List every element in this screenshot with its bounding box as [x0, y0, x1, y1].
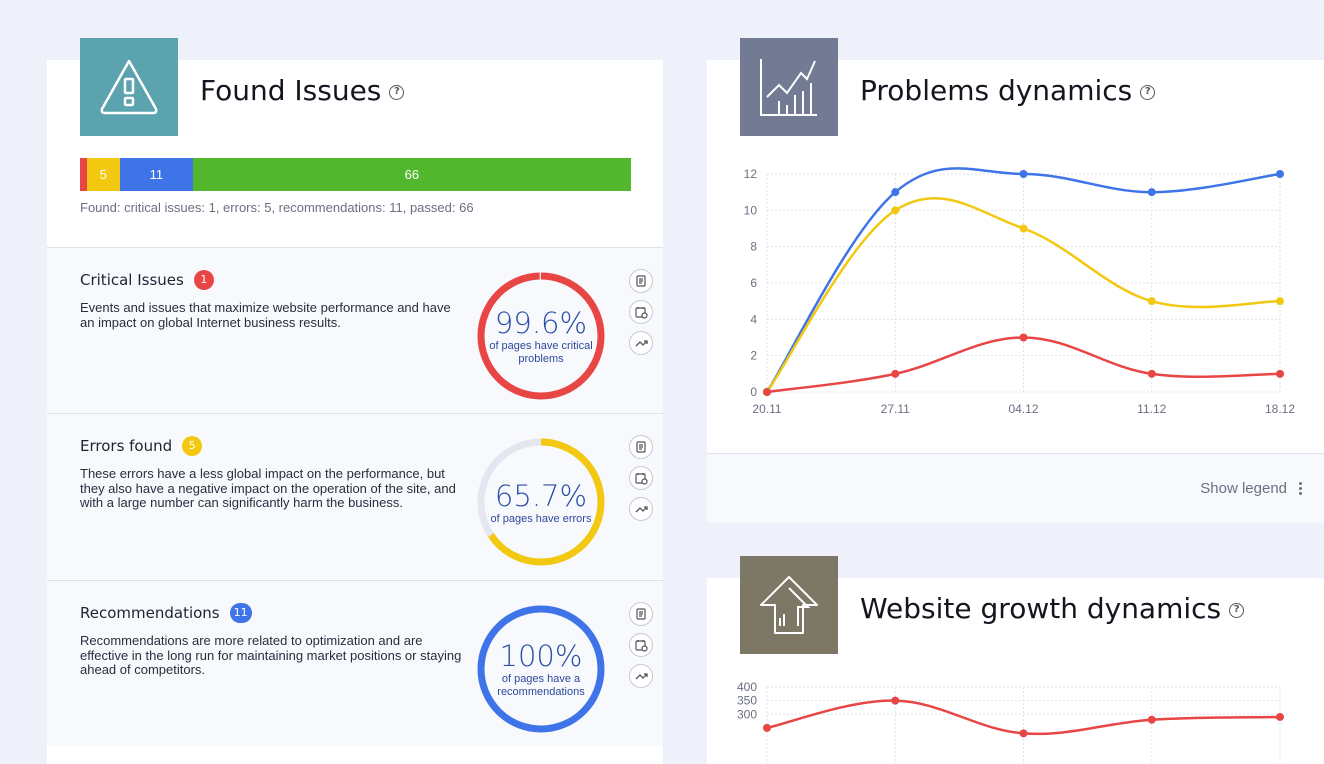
section-actions — [629, 435, 653, 528]
x-tick-label: 04.12 — [1008, 402, 1038, 416]
issues-bar-segment: 5 — [86, 158, 120, 191]
trend-icon[interactable] — [629, 497, 653, 521]
chart-growth-icon — [740, 38, 838, 136]
issues-bar-segment: 66 — [192, 158, 631, 191]
help-icon[interactable]: ? — [389, 84, 405, 100]
issues-bar-segment: 11 — [119, 158, 193, 191]
calendar-icon[interactable] — [629, 300, 653, 324]
calendar-icon[interactable] — [629, 633, 653, 657]
data-point — [1276, 297, 1284, 306]
data-point — [891, 206, 900, 215]
section-title[interactable]: Recommendations 11 — [80, 603, 252, 623]
data-point — [763, 388, 771, 396]
report-icon[interactable] — [629, 435, 653, 459]
trend-icon[interactable] — [629, 331, 653, 355]
y-tick-label: 12 — [744, 167, 758, 181]
show-legend-button[interactable]: Show legend — [1200, 480, 1302, 497]
data-point — [1147, 715, 1156, 724]
data-point — [1276, 170, 1284, 178]
data-point — [1276, 369, 1284, 378]
count-badge: 5 — [182, 436, 203, 456]
section-title[interactable]: Critical Issues 1 — [80, 270, 214, 290]
y-tick-label: 2 — [750, 349, 757, 363]
percent-ring: 100% of pages have a recommendations — [474, 602, 608, 736]
y-tick-label: 4 — [750, 312, 757, 326]
y-tick-label: 350 — [737, 694, 757, 708]
percent-caption: of pages have errors — [490, 512, 592, 525]
data-point — [763, 723, 771, 732]
section-actions — [629, 602, 653, 695]
ring-progress — [477, 438, 605, 566]
x-tick-label: 18.12 — [1265, 402, 1295, 416]
help-icon[interactable]: ? — [1140, 84, 1156, 100]
y-tick-label: 0 — [750, 385, 757, 399]
ring-progress — [477, 272, 605, 400]
website-growth-title: Website growth dynamics? — [860, 592, 1245, 625]
data-point — [891, 696, 900, 705]
section-description: Events and issues that maximize website … — [80, 300, 451, 330]
data-point — [1147, 188, 1156, 197]
issue-section: Errors found 5 These errors have a less … — [47, 413, 663, 579]
data-point — [891, 369, 900, 378]
percent-value: 100% — [499, 639, 583, 673]
report-icon[interactable] — [629, 269, 653, 293]
data-point — [891, 188, 900, 197]
issues-summary: Found: critical issues: 1, errors: 5, re… — [80, 200, 474, 215]
report-icon[interactable] — [629, 602, 653, 626]
data-point — [1276, 712, 1284, 721]
warning-icon — [80, 38, 178, 136]
help-icon[interactable]: ? — [1229, 602, 1245, 618]
count-badge: 11 — [229, 603, 252, 623]
section-title[interactable]: Errors found 5 — [80, 436, 203, 456]
data-point — [1147, 369, 1156, 378]
upload-arrow-icon — [740, 556, 838, 654]
series-line — [765, 167, 1281, 393]
issue-section: Recommendations 11 Recommendations are m… — [47, 580, 663, 746]
section-description: These errors have a less global impact o… — [80, 466, 456, 510]
legend-bar: Show legend — [707, 453, 1324, 523]
data-point — [1019, 729, 1028, 738]
x-tick-label: 27.11 — [881, 402, 910, 416]
series-line — [765, 196, 1281, 393]
trend-icon[interactable] — [629, 664, 653, 688]
percent-ring: 65.7% of pages have errors — [474, 435, 608, 569]
y-tick-label: 400 — [737, 680, 757, 694]
calendar-icon[interactable] — [629, 466, 653, 490]
problems-dynamics-chart: 0 2 4 6 8 10 12 20.11 27.11 04.12 11.12 18.12 — [744, 167, 1296, 416]
data-point — [1019, 224, 1028, 233]
percent-ring: 99.6% of pages have critical problems — [474, 269, 608, 403]
data-point — [1019, 170, 1028, 178]
data-point — [1147, 297, 1156, 306]
more-vertical-icon — [1299, 482, 1302, 495]
percent-value: 65.7% — [494, 478, 588, 513]
y-tick-label: 6 — [750, 276, 757, 290]
x-tick-label: 11.12 — [1137, 402, 1166, 416]
percent-value: 99.6% — [494, 306, 588, 340]
x-tick-label: 20.11 — [752, 402, 781, 416]
problems-dynamics-card — [707, 60, 1324, 523]
ring-progress — [477, 605, 605, 733]
found-issues-title: Found Issues? — [200, 74, 405, 107]
problems-dynamics-title: Problems dynamics? — [860, 74, 1156, 107]
issues-distribution-bar: 5 11 66 — [80, 158, 631, 191]
data-point — [1019, 333, 1028, 342]
section-actions — [629, 269, 653, 362]
count-badge: 1 — [193, 270, 214, 290]
issue-section: Critical Issues 1 Events and issues that… — [47, 247, 663, 413]
y-tick-label: 8 — [750, 240, 757, 254]
y-tick-label: 10 — [744, 203, 758, 217]
issues-bar-segment — [80, 158, 87, 191]
percent-caption: of pages have a recommendations — [497, 673, 585, 698]
section-description: Recommendations are more related to opti… — [80, 633, 462, 677]
percent-caption: of pages have critical problems — [489, 340, 593, 365]
y-tick-label: 300 — [737, 707, 757, 721]
